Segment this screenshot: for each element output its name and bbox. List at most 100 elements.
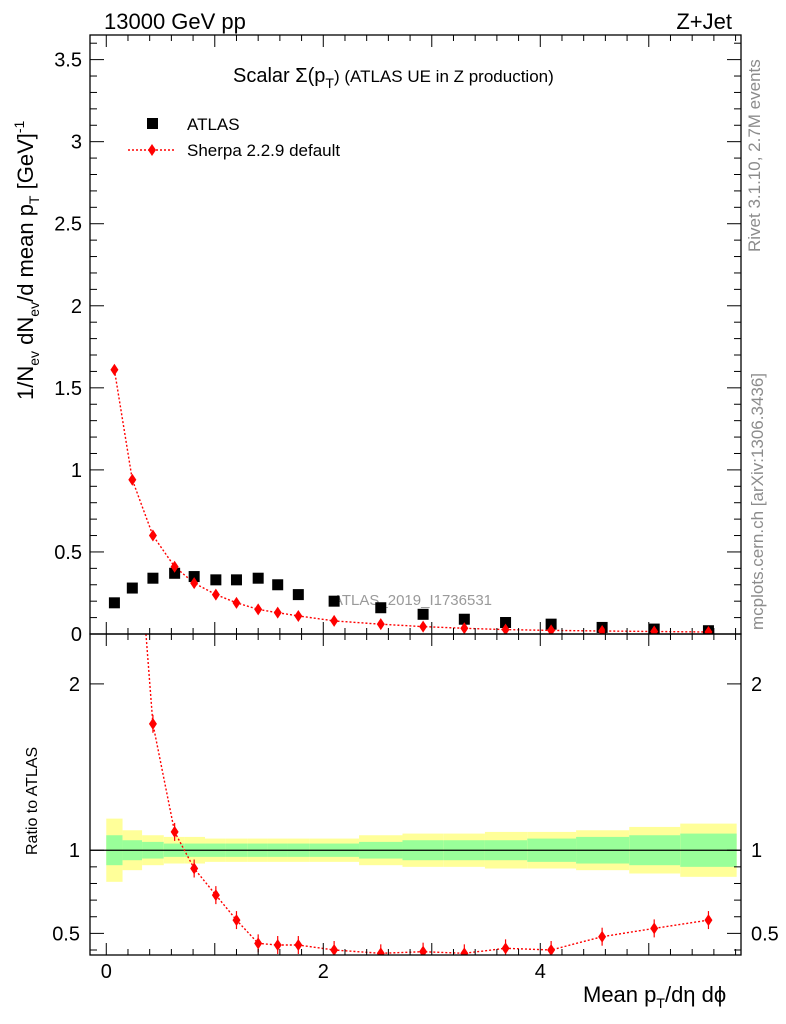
mc-point: [128, 473, 137, 486]
ratio-point: [650, 922, 659, 935]
legend-mc-marker: [148, 144, 156, 156]
watermark: ATLAS_2019_I1736531: [333, 592, 492, 609]
ratio-point: [254, 937, 263, 950]
data-point: [108, 597, 120, 609]
mc-point: [460, 622, 469, 634]
ratio-point: [598, 930, 607, 943]
ratio-panel: 0.5 0.5 1 1 2 2 0 2 4: [52, 633, 779, 983]
plot-title: Scalar Σ(pT) (ATLAS UE in Z production): [233, 65, 554, 91]
data-point: [169, 567, 181, 579]
y-tick-label-main: 1: [71, 460, 82, 482]
mc-point: [190, 577, 199, 590]
ratio-point: [190, 862, 199, 875]
rivet-label: Rivet 3.1.10, 2.7M events: [745, 59, 764, 252]
data-point: [328, 595, 340, 607]
ratio-point: [232, 914, 241, 927]
plot-title-prefix: Scalar Σ(p: [233, 65, 325, 87]
data-point: [252, 572, 264, 584]
mc-point: [254, 603, 263, 616]
y-tick-label-ratio-left: 1: [69, 840, 80, 862]
data-point: [272, 579, 284, 591]
x-tick-label: 4: [535, 961, 546, 983]
mc-point: [650, 625, 659, 634]
mc-point: [547, 624, 556, 634]
ratio-point: [704, 914, 713, 927]
ratio-frame: [89, 633, 742, 956]
data-point: [458, 613, 470, 625]
y-tick-label-ratio-right: 0.5: [751, 923, 779, 945]
ratio-point: [460, 947, 469, 955]
ratio-point: [211, 889, 220, 902]
mc-point: [211, 588, 220, 601]
y-axis-label-ratio: Ratio to ATLAS: [24, 747, 41, 855]
plot-title-suffix: ) (ATLAS UE in Z production): [334, 67, 554, 86]
header-left: 13000 GeV pp: [104, 9, 246, 34]
y-tick-label-main: 2.5: [54, 214, 82, 236]
ratio-point: [376, 947, 385, 955]
y-tick-label-ratio-left: 0.5: [52, 923, 80, 945]
mc-point: [501, 623, 510, 634]
data-point: [292, 589, 304, 601]
ratio-point: [273, 939, 282, 952]
y-tick-label-ratio-right: 1: [751, 840, 762, 862]
legend-data-label: ATLAS: [187, 115, 240, 134]
x-label-b: /dη dϕ: [665, 982, 726, 1007]
x-tick-label: 2: [318, 961, 329, 983]
mc-point: [148, 529, 157, 542]
x-axis-label: Mean pT/dη dϕ: [583, 982, 726, 1011]
mc-point: [376, 618, 385, 631]
mc-point: [273, 606, 282, 619]
y-tick-label-ratio-left: 2: [69, 674, 80, 696]
data-point: [500, 617, 512, 629]
data-point: [417, 608, 429, 620]
mc-point: [294, 609, 303, 622]
mc-point: [232, 596, 241, 609]
mc-point: [704, 626, 713, 634]
main-panel: 0 0.5 1 1.5 2 2.5 3 3.5: [54, 34, 742, 646]
y-label-a: 1/N: [13, 366, 38, 400]
y-label-d-sup: -1: [11, 120, 27, 133]
x-label-a-sub: T: [656, 995, 665, 1011]
legend-mc-label: Sherpa 2.2.9 default: [187, 141, 340, 160]
mc-point: [330, 614, 339, 627]
y-tick-label-ratio-right: 2: [751, 674, 762, 696]
header-right: Z+Jet: [676, 9, 732, 34]
y-tick-label-main: 3: [71, 132, 82, 154]
y-tick-label-main: 0: [71, 624, 82, 646]
data-point: [147, 572, 159, 584]
y-tick-label-main: 1.5: [54, 378, 82, 400]
ratio-point: [547, 944, 556, 955]
y-tick-label-main: 0.5: [54, 542, 82, 564]
ratio-point: [294, 939, 303, 952]
y-tick-label-main: 3.5: [54, 50, 82, 72]
ratio-point: [419, 945, 428, 955]
plot-title-sub: T: [325, 75, 334, 91]
mc-point: [598, 625, 607, 634]
ratio-point: [170, 825, 179, 838]
y-tick-label-main: 2: [71, 296, 82, 318]
mc-point: [419, 620, 428, 633]
x-label-a: Mean p: [583, 982, 656, 1007]
x-tick-label: 0: [101, 961, 112, 983]
y-label-d: [GeV]: [13, 133, 38, 195]
data-point: [210, 574, 222, 586]
data-point: [188, 571, 200, 583]
mc-point: [110, 363, 119, 376]
ratio-plot-area: [145, 634, 713, 955]
data-point: [230, 574, 242, 586]
main-plot-area: [108, 363, 714, 634]
mcplots-label: mcplots.cern.ch [arXiv:1306.3436]: [748, 373, 767, 630]
y-label-a-sub: ev: [26, 351, 42, 366]
ratio-point: [501, 942, 510, 955]
mc-point: [170, 560, 179, 573]
ratio-point: [148, 717, 157, 730]
legend-data-marker: [147, 118, 158, 129]
legend: ATLAS Sherpa 2.2.9 default: [128, 115, 340, 160]
y-label-b: dN: [13, 317, 38, 351]
data-point: [545, 618, 557, 630]
data-point: [375, 602, 387, 614]
y-label-c-sub: T: [26, 195, 42, 204]
y-label-c: /d mean p: [13, 204, 38, 302]
data-point: [126, 582, 138, 594]
